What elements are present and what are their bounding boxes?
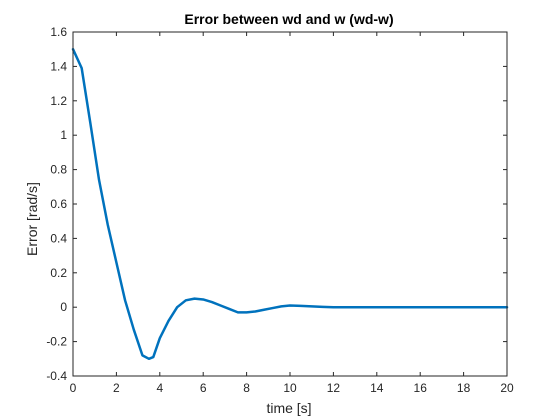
x-tick-label: 18 [457, 381, 471, 395]
plot-box [72, 31, 508, 377]
x-tick-label: 12 [327, 381, 341, 395]
x-tick-label: 20 [500, 381, 514, 395]
ticks-layer: 0 2 4 6 8 10 12 14 16 18 20 -0.4 -0.2 0 0.2 0.4 0.6 0.8 1 1… [46, 25, 514, 395]
x-tick-label: 2 [113, 381, 120, 395]
y-tick-label: -0.2 [46, 335, 67, 349]
y-tick-label: 0.6 [50, 197, 67, 211]
y-tick-label: 0.8 [50, 163, 67, 177]
y-tick-label: 0 [60, 300, 67, 314]
x-tick-label: 0 [70, 381, 77, 395]
y-tick-label: 0.4 [50, 231, 67, 245]
y-tick-label: 1.2 [50, 94, 67, 108]
y-tick-label: 0.2 [50, 266, 67, 280]
y-tick-label: 1.6 [50, 25, 67, 39]
y-tick-label: -0.4 [46, 369, 67, 383]
y-axis-label: Error [rad/s] [24, 182, 40, 256]
x-tick-label: 14 [370, 381, 384, 395]
x-tick-label: 16 [414, 381, 428, 395]
chart-title: Error between wd and w (wd-w) [184, 11, 393, 27]
series-line [71, 47, 509, 361]
lines-layer [71, 47, 509, 361]
y-tick-label: 1.4 [50, 59, 67, 73]
y-tick-label: 1 [60, 128, 67, 142]
x-tick-label: 10 [283, 381, 297, 395]
x-axis-label: time [s] [266, 400, 311, 416]
x-tick-label: 6 [200, 381, 207, 395]
x-tick-label: 4 [156, 381, 163, 395]
x-tick-label: 8 [243, 381, 250, 395]
